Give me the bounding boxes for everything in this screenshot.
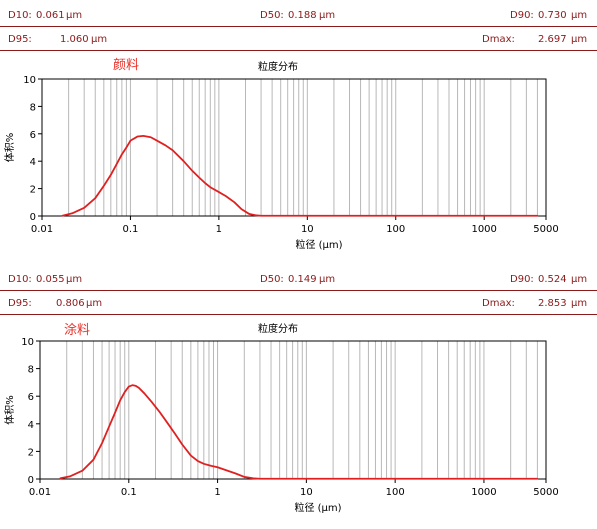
x-tick-label: 100: [386, 487, 405, 498]
y-tick-label: 10: [21, 337, 34, 348]
y-tick-label: 10: [23, 75, 36, 86]
d95-label: D95:: [8, 34, 32, 45]
d95-value: 0.806: [56, 298, 85, 309]
x-tick-label: 5000: [533, 487, 558, 498]
x-axis-label: 粒径 (μm): [295, 238, 342, 251]
x-tick-label: 0.1: [121, 487, 137, 498]
distribution-curve: [61, 134, 539, 217]
sample-name: 颜料: [113, 58, 140, 73]
x-tick-label: 1000: [471, 224, 496, 235]
d90-label: D90:: [510, 10, 534, 21]
y-tick-label: 8: [28, 365, 34, 376]
d10-value: 0.061: [36, 10, 65, 21]
d95-unit: μm: [91, 34, 108, 45]
y-tick-label: 4: [28, 420, 34, 431]
dmax-label: Dmax:: [482, 298, 515, 309]
d95-value: 1.060: [60, 34, 89, 45]
y-tick-label: 4: [30, 157, 36, 168]
d90-unit: μm: [571, 10, 588, 21]
chart-title: 粒度分布: [258, 324, 298, 335]
dmax-value: 2.853: [538, 298, 567, 309]
d50-unit: μm: [319, 274, 336, 285]
d10-value: 0.055: [36, 274, 65, 285]
d95-unit: μm: [86, 298, 103, 309]
y-tick-label: 6: [30, 130, 36, 141]
x-tick-label: 1000: [471, 487, 496, 498]
x-tick-label: 10: [300, 487, 313, 498]
particle-size-chart: 0 2 4 6 8 10 0.01 0.1 1 10 100 1000 5000 粒径 (μm) 体积%: [4, 337, 559, 514]
x-tick-label: 10: [301, 224, 314, 235]
y-tick-label: 8: [30, 102, 36, 113]
distribution-curve: [59, 384, 539, 480]
stats-row-d10-d50-d90: D10: 0.061 μm D50: 0.188 μm D90: 0.730 μ…: [0, 8, 597, 27]
x-tick-label: 5000: [533, 224, 558, 235]
y-axis-label: 体积%: [4, 133, 16, 163]
x-tick-label: 0.1: [122, 224, 138, 235]
d90-label: D90:: [510, 274, 534, 285]
x-tick-label: 100: [386, 224, 405, 235]
d95-label: D95:: [8, 298, 32, 309]
x-tick-label: 1: [216, 224, 222, 235]
stats-row-d95-dmax: D95: 1.060 μm Dmax: 2.697 μm: [0, 32, 597, 51]
d90-value: 0.524: [538, 274, 567, 285]
stats-row-d10-d50-d90: D10: 0.055 μm D50: 0.149 μm D90: 0.524 μ…: [0, 272, 597, 291]
dmax-unit: μm: [571, 298, 588, 309]
d50-value: 0.188: [288, 10, 317, 21]
y-tick-label: 2: [28, 447, 34, 458]
y-tick-label: 6: [28, 392, 34, 403]
d50-label: D50:: [260, 10, 284, 21]
d50-label: D50:: [260, 274, 284, 285]
dmax-label: Dmax:: [482, 34, 515, 45]
x-axis-label: 粒径 (μm): [294, 501, 341, 514]
d10-label: D10:: [8, 274, 32, 285]
dmax-unit: μm: [571, 34, 588, 45]
particle-size-chart: 0 2 4 6 8 10 0.01 0.1 1 10 100 1000 5000 粒径 (μm) 体积%: [4, 75, 559, 251]
chart-title: 粒度分布: [258, 62, 298, 73]
stats-row-d95-dmax: D95: 0.806 μm Dmax: 2.853 μm: [0, 296, 597, 315]
y-axis-label: 体积%: [4, 395, 16, 425]
sample-name: 涂料: [64, 323, 91, 338]
d10-unit: μm: [66, 10, 83, 21]
dmax-value: 2.697: [538, 34, 567, 45]
d50-value: 0.149: [288, 274, 317, 285]
y-tick-label: 0: [28, 475, 34, 486]
d90-value: 0.730: [538, 10, 567, 21]
d10-unit: μm: [66, 274, 83, 285]
x-tick-label: 1: [214, 487, 220, 498]
y-tick-label: 2: [30, 185, 36, 196]
d50-unit: μm: [319, 10, 336, 21]
d10-label: D10:: [8, 10, 32, 21]
y-tick-label: 0: [30, 212, 36, 223]
x-tick-label: 0.01: [29, 487, 51, 498]
d90-unit: μm: [571, 274, 588, 285]
x-tick-label: 0.01: [31, 224, 53, 235]
